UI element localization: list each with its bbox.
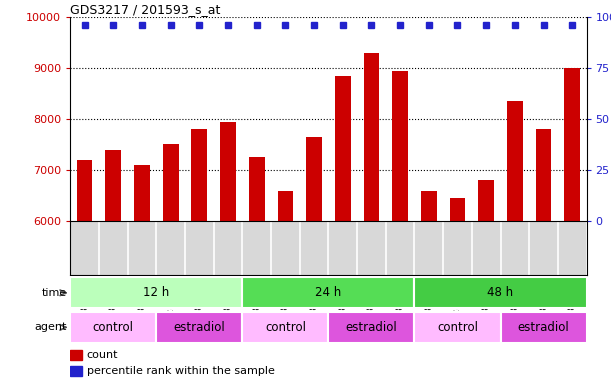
- Bar: [450, 198, 466, 221]
- Bar: [243, 277, 414, 308]
- Bar: [507, 101, 523, 221]
- Bar: [500, 312, 587, 343]
- Text: 24 h: 24 h: [315, 286, 342, 299]
- Bar: [191, 129, 207, 221]
- Bar: [335, 76, 351, 221]
- Bar: [249, 157, 265, 221]
- Text: 48 h: 48 h: [488, 286, 514, 299]
- Bar: [134, 165, 150, 221]
- Text: estradiol: estradiol: [174, 321, 225, 334]
- Bar: [70, 366, 82, 376]
- Text: control: control: [93, 321, 134, 334]
- Bar: [421, 191, 437, 221]
- Bar: [70, 312, 156, 343]
- Bar: [243, 312, 328, 343]
- Bar: [277, 191, 293, 221]
- Bar: [329, 312, 414, 343]
- Bar: [364, 53, 379, 221]
- Bar: [163, 144, 178, 221]
- Bar: [70, 351, 82, 360]
- Text: percentile rank within the sample: percentile rank within the sample: [87, 366, 275, 376]
- Bar: [70, 277, 243, 308]
- Bar: [414, 312, 500, 343]
- Text: control: control: [437, 321, 478, 334]
- Text: GDS3217 / 201593_s_at: GDS3217 / 201593_s_at: [70, 3, 221, 16]
- Text: agent: agent: [35, 322, 67, 333]
- Bar: [478, 180, 494, 221]
- Text: estradiol: estradiol: [518, 321, 569, 334]
- Bar: [536, 129, 551, 221]
- Text: estradiol: estradiol: [346, 321, 397, 334]
- Bar: [414, 277, 587, 308]
- Text: control: control: [265, 321, 306, 334]
- Bar: [106, 150, 121, 221]
- Bar: [392, 71, 408, 221]
- Bar: [220, 122, 236, 221]
- Text: time: time: [42, 288, 67, 298]
- Text: count: count: [87, 350, 119, 360]
- Bar: [565, 68, 580, 221]
- Bar: [77, 160, 92, 221]
- Text: 12 h: 12 h: [143, 286, 169, 299]
- Bar: [156, 312, 243, 343]
- Bar: [306, 137, 322, 221]
